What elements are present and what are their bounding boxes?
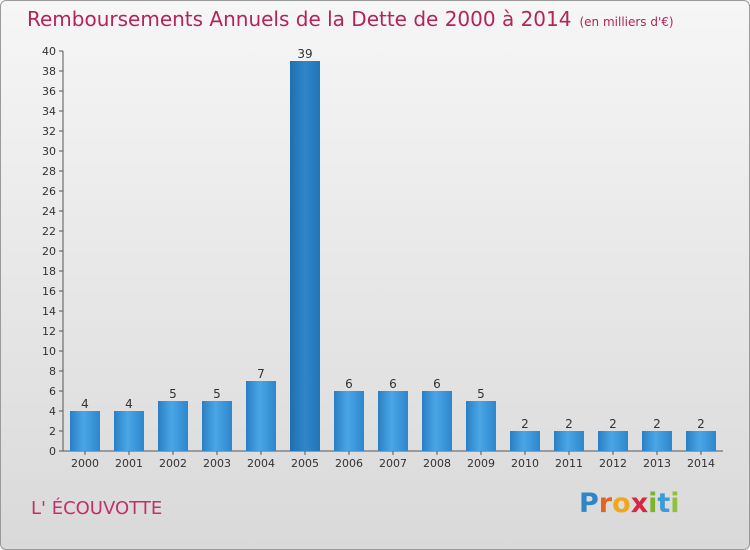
bar xyxy=(378,391,408,451)
bar-value-label: 2 xyxy=(609,417,617,431)
bar xyxy=(158,401,188,451)
y-tick-label: 30 xyxy=(42,145,56,158)
bar-value-label: 2 xyxy=(653,417,661,431)
x-tick-label: 2005 xyxy=(291,457,319,470)
chart-title: Remboursements Annuels de la Dette de 20… xyxy=(27,7,674,31)
bar xyxy=(598,431,628,451)
bar xyxy=(202,401,232,451)
x-tick-label: 2001 xyxy=(115,457,143,470)
bar xyxy=(70,411,100,451)
y-tick-label: 0 xyxy=(49,445,56,458)
logo-letter: i xyxy=(648,488,658,519)
bar-chart: 0246810121416182022242628303234363840420… xyxy=(42,45,723,470)
bar-value-label: 4 xyxy=(81,397,89,411)
x-tick-label: 2004 xyxy=(247,457,275,470)
logo-letter: t xyxy=(657,488,671,519)
bar xyxy=(554,431,584,451)
y-tick-label: 28 xyxy=(42,165,56,178)
bar xyxy=(466,401,496,451)
y-tick-label: 10 xyxy=(42,345,56,358)
y-tick-label: 18 xyxy=(42,265,56,278)
bar-value-label: 2 xyxy=(697,417,705,431)
x-tick-label: 2002 xyxy=(159,457,187,470)
bar xyxy=(642,431,672,451)
bar-value-label: 2 xyxy=(521,417,529,431)
bar xyxy=(510,431,540,451)
y-tick-label: 40 xyxy=(42,45,56,58)
y-tick-label: 26 xyxy=(42,185,56,198)
bar-value-label: 5 xyxy=(477,387,485,401)
bar xyxy=(422,391,452,451)
commune-name: L' ÉCOUVOTTE xyxy=(31,498,163,519)
proxiti-logo: Proxiti xyxy=(579,488,680,519)
x-tick-label: 2011 xyxy=(555,457,583,470)
y-tick-label: 20 xyxy=(42,245,56,258)
x-tick-label: 2010 xyxy=(511,457,539,470)
bar-value-label: 6 xyxy=(389,377,397,391)
y-tick-label: 16 xyxy=(42,285,56,298)
y-tick-label: 24 xyxy=(42,205,56,218)
bar xyxy=(114,411,144,451)
bar-value-label: 5 xyxy=(169,387,177,401)
x-tick-label: 2013 xyxy=(643,457,671,470)
x-tick-label: 2007 xyxy=(379,457,407,470)
bar-value-label: 4 xyxy=(125,397,133,411)
x-tick-label: 2009 xyxy=(467,457,495,470)
x-tick-label: 2012 xyxy=(599,457,627,470)
x-tick-label: 2000 xyxy=(71,457,99,470)
y-tick-label: 2 xyxy=(49,425,56,438)
bar xyxy=(686,431,716,451)
bar-value-label: 5 xyxy=(213,387,221,401)
logo-letter: P xyxy=(579,488,599,519)
bar xyxy=(246,381,276,451)
y-tick-label: 12 xyxy=(42,325,56,338)
bar-value-label: 39 xyxy=(297,47,312,61)
y-tick-label: 32 xyxy=(42,125,56,138)
x-tick-label: 2003 xyxy=(203,457,231,470)
y-tick-label: 38 xyxy=(42,65,56,78)
y-tick-label: 6 xyxy=(49,385,56,398)
y-tick-label: 4 xyxy=(49,405,56,418)
x-tick-label: 2008 xyxy=(423,457,451,470)
bar xyxy=(334,391,364,451)
y-tick-label: 14 xyxy=(42,305,56,318)
y-tick-label: 36 xyxy=(42,85,56,98)
bar-value-label: 6 xyxy=(345,377,353,391)
x-tick-label: 2014 xyxy=(687,457,715,470)
logo-letter: o xyxy=(612,488,631,519)
bar-value-label: 2 xyxy=(565,417,573,431)
logo-letter: r xyxy=(598,488,613,519)
y-tick-label: 34 xyxy=(42,105,56,118)
x-tick-label: 2006 xyxy=(335,457,363,470)
chart-title-text: Remboursements Annuels de la Dette de 20… xyxy=(27,7,572,31)
chart-subtitle: (en milliers d'€) xyxy=(579,15,674,29)
bar-value-label: 6 xyxy=(433,377,441,391)
y-tick-label: 8 xyxy=(49,365,56,378)
logo-letter: x xyxy=(630,488,649,519)
y-tick-label: 22 xyxy=(42,225,56,238)
bar-value-label: 7 xyxy=(257,367,265,381)
bar xyxy=(290,61,320,451)
logo-letter: i xyxy=(670,488,680,519)
